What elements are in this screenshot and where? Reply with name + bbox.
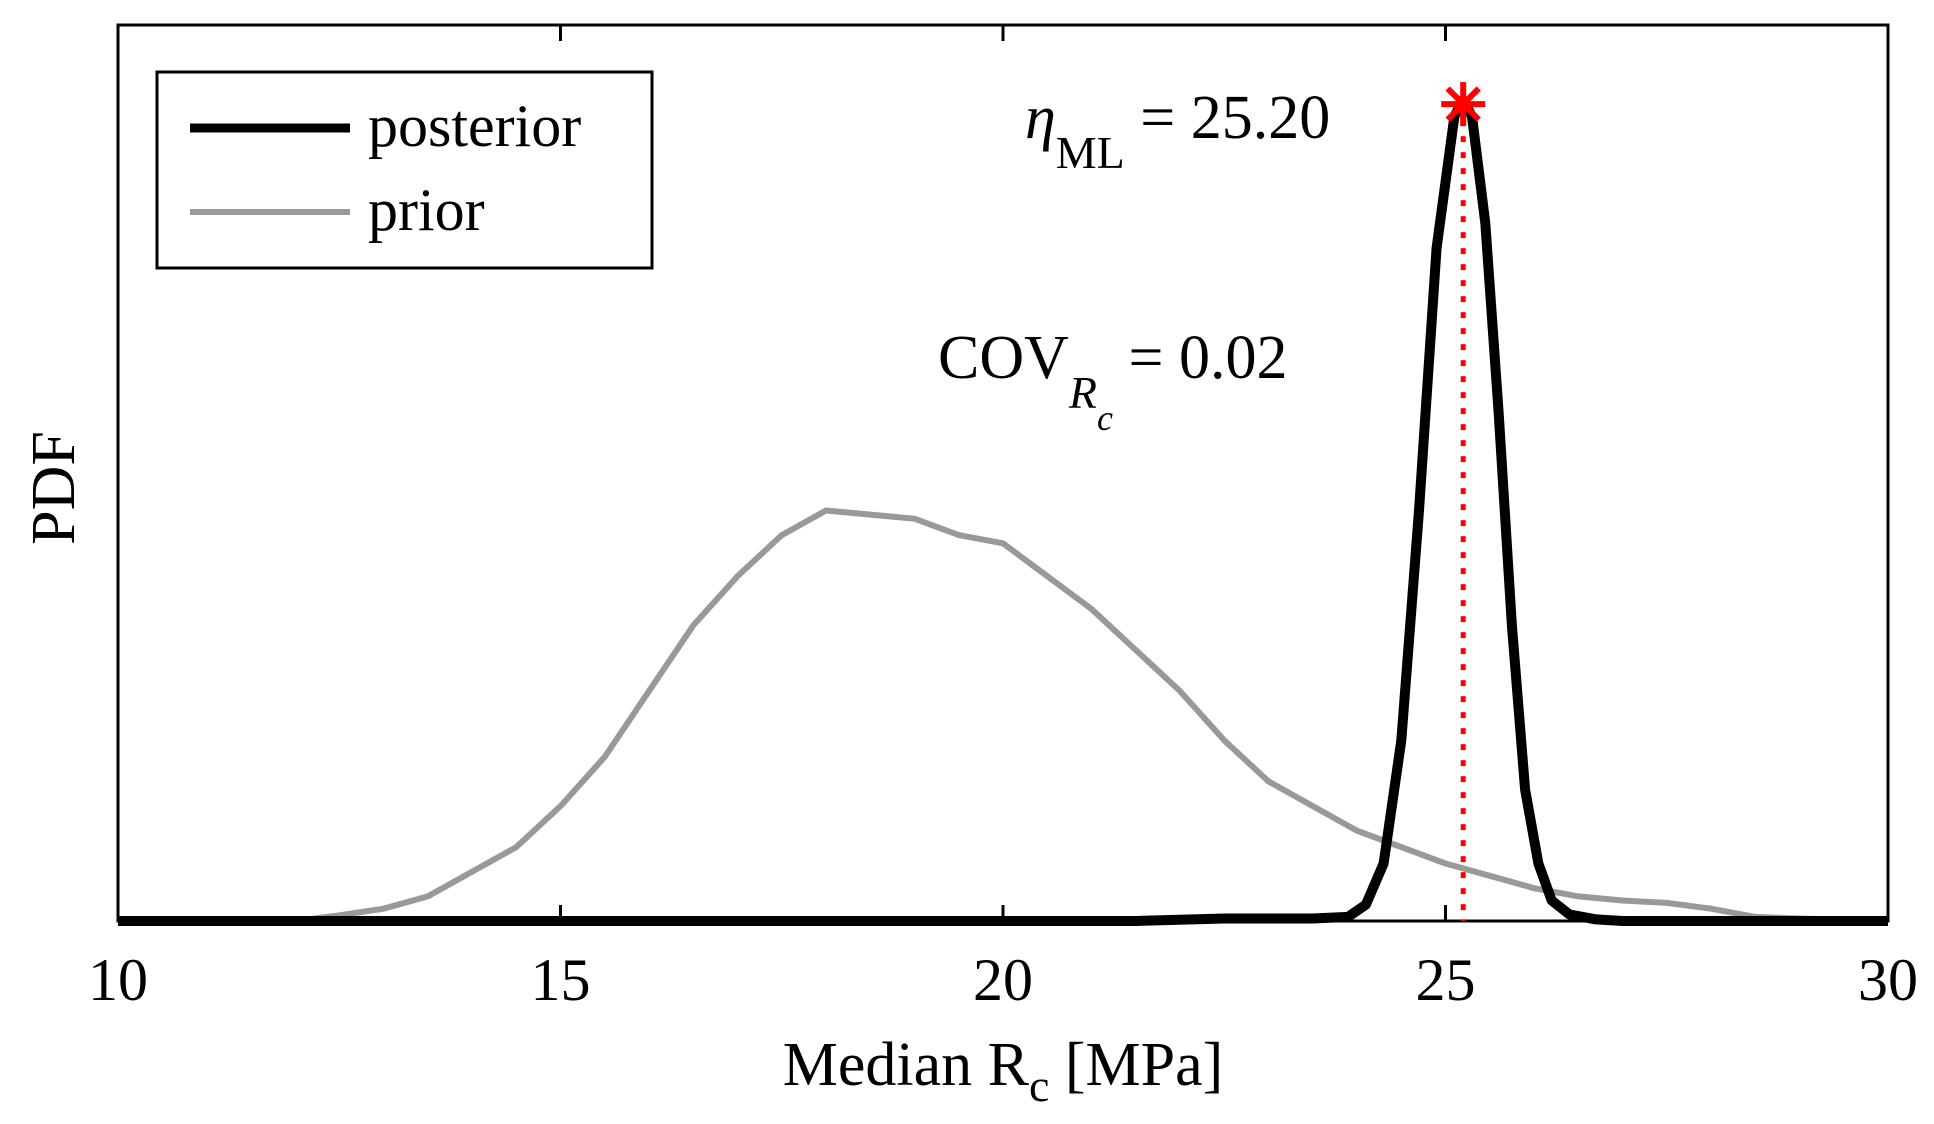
x-tick-label: 20 — [973, 947, 1033, 1013]
legend-label-posterior: posterior — [368, 93, 581, 159]
x-axis-label: Median Rc [MPa] — [783, 1031, 1224, 1111]
x-tick-label: 30 — [1858, 947, 1918, 1013]
cov-annotation: COVRc = 0.02 — [938, 324, 1287, 438]
legend-label-prior: prior — [368, 177, 485, 243]
legend-box — [155, 70, 654, 270]
prior-series-line — [118, 507, 1889, 924]
x-tick-label: 25 — [1416, 947, 1476, 1013]
ml-star-marker — [1441, 82, 1486, 127]
posterior-series-line — [118, 95, 1888, 926]
eta-ml-annotation: ηML = 25.20 — [1025, 84, 1330, 178]
x-tick-label: 15 — [531, 947, 591, 1013]
x-axis-ticks: 10 15 20 25 30 — [88, 25, 1918, 1013]
y-axis-label: PDF — [20, 431, 88, 545]
ml-star-stroke — [1445, 86, 1481, 122]
x-tick-label: 10 — [88, 947, 148, 1013]
legend: posterior prior — [155, 70, 654, 270]
